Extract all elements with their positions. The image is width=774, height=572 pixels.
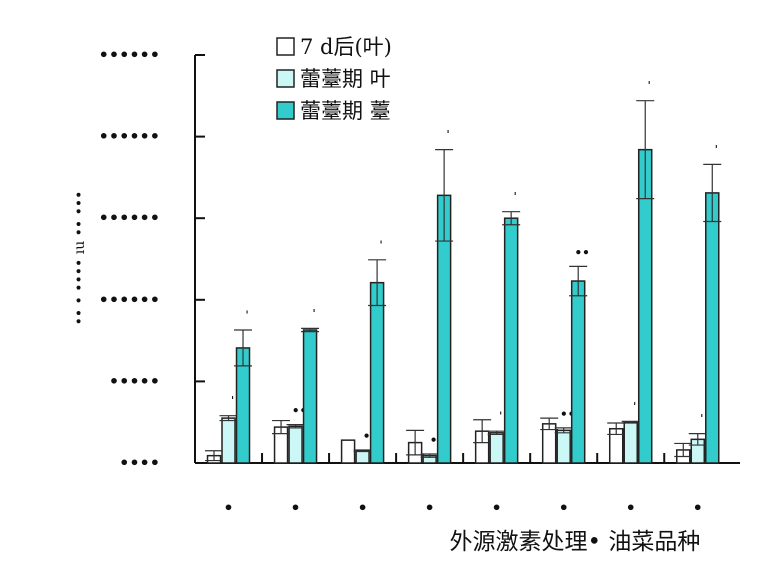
legend-swatch (276, 69, 295, 88)
bar (570, 280, 586, 464)
significance-label: ˈ (446, 129, 449, 143)
x-axis-label: 外源激素处理• 油菜品种 (450, 529, 701, 555)
significance-label: ˈ (648, 80, 651, 94)
bar (288, 425, 303, 464)
bar (355, 450, 370, 464)
x-tick-label: • (693, 498, 703, 517)
x-tick-label: • (290, 498, 300, 517)
y-axis-label: •• • •••• ıu •• ••• (72, 191, 88, 326)
bar (623, 421, 638, 464)
y-tick-label: •••••• (99, 45, 160, 64)
y-tick-label: •••••• (99, 290, 160, 309)
y-tick-label: •••••• (99, 127, 160, 146)
bar (302, 329, 318, 464)
significance-label: • (430, 433, 438, 447)
bar (489, 432, 504, 464)
bar (503, 217, 519, 464)
significance-label: ˈ (715, 143, 718, 157)
x-tick-label: • (626, 498, 636, 517)
bar (369, 281, 385, 464)
y-tick-label: •••••• (99, 208, 160, 227)
significance-label: ˈ (499, 410, 502, 424)
legend-label: 7 d后(叶) (300, 35, 392, 59)
x-tick-label: • (357, 498, 367, 517)
bar (340, 439, 356, 464)
x-tick-label: • (492, 498, 502, 517)
x-tick-label: • (559, 498, 569, 517)
bar (705, 192, 720, 464)
legend-label: 蕾薹期 叶 (300, 67, 391, 91)
significance-label: ˈ (513, 191, 516, 205)
significance-label: •• (575, 245, 590, 259)
legend-label: 蕾薹期 薹 (300, 99, 391, 123)
significance-label: • (363, 429, 371, 443)
significance-label: ˈ (379, 239, 382, 253)
bar (221, 417, 236, 464)
x-tick-label: • (425, 498, 435, 517)
significance-label: ˈ (633, 400, 636, 414)
bar (556, 429, 571, 464)
significance-label: ˈ (312, 307, 315, 321)
significance-label: ˈ (245, 309, 248, 323)
significance-label: ˈ (231, 395, 234, 409)
y-tick-label: •••• (119, 453, 160, 472)
y-tick-label: ••••• (109, 371, 160, 390)
x-tick-label: • (223, 498, 233, 517)
legend-swatch (276, 37, 295, 56)
significance-label: ˈ (700, 413, 703, 427)
legend-swatch (276, 101, 295, 120)
